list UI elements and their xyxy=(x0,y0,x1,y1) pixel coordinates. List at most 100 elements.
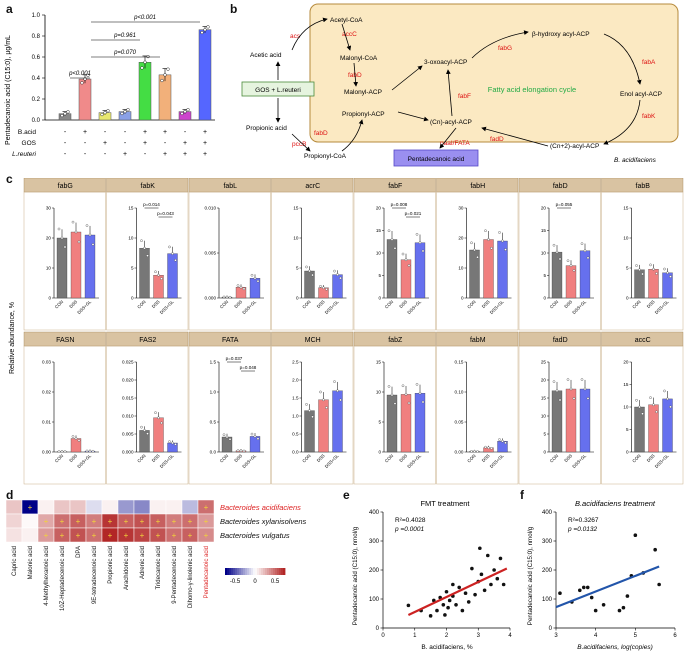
panel-c-ytick-label: 0.015 xyxy=(122,396,134,401)
panel-c-group-label: DSS+GL xyxy=(241,453,257,469)
gos-lreuteri-box xyxy=(241,81,315,97)
scale-gradient-step xyxy=(277,568,280,575)
panel-c-point xyxy=(669,275,672,278)
panel-c-point xyxy=(143,246,146,250)
panel-c-point xyxy=(390,238,394,241)
panel-c-ytick-label: 10 xyxy=(376,251,382,256)
panel-c-group-label: DSS+GL xyxy=(654,299,670,315)
scale-tick-label: 0.5 xyxy=(271,579,280,585)
panel-c-ytick-label: 10 xyxy=(458,266,464,271)
scatter-point xyxy=(653,547,657,552)
panel-c-frame xyxy=(518,191,601,331)
panel-c-point xyxy=(498,231,501,234)
panel-c-point xyxy=(157,416,160,420)
panel-c-point xyxy=(171,441,174,445)
heatmap-cell xyxy=(181,499,199,515)
bacterium-cell xyxy=(309,3,679,143)
panel-c-frame xyxy=(106,345,189,485)
panel-a-point xyxy=(103,111,107,115)
panel-c-ytick-label: 0.000 xyxy=(205,296,217,301)
panel-c-group-label: CON xyxy=(466,453,476,463)
panel-a-point xyxy=(203,28,207,32)
panel-a-point xyxy=(126,108,130,112)
panel-a-sign: - xyxy=(104,129,107,136)
panel-e-xlabel: B. acidifaciens, % xyxy=(421,644,473,651)
panel-c-point xyxy=(404,393,408,396)
panel-f-xlabel: B.acidifaciens, log(copies) xyxy=(577,644,653,651)
panel-c-point xyxy=(146,432,149,435)
heatmap-col-label: Malonic acid xyxy=(28,546,34,579)
panel-c-point xyxy=(85,449,89,453)
panel-c-point xyxy=(635,264,638,267)
scatter-point xyxy=(463,591,468,595)
heatmap-significance: + xyxy=(44,531,49,540)
scale-tick-label: -0.5 xyxy=(230,579,241,585)
panel-a-pval-1: p<0.001 xyxy=(68,71,91,77)
panel-c-group-label: DSS+GL xyxy=(489,299,505,315)
panel-c-point xyxy=(250,273,254,277)
panel-c-ytick-label: 15 xyxy=(376,228,382,233)
panel-e-r2: R²=0.4028 xyxy=(395,517,426,524)
panel-c-point xyxy=(74,230,78,234)
scatter-point xyxy=(485,553,490,558)
panel-a-sign: - xyxy=(124,129,127,136)
panel-c-point xyxy=(555,250,559,254)
scatter-xtick-label: 5 xyxy=(634,633,638,639)
panel-a-sign: - xyxy=(124,140,127,147)
heatmap-cell xyxy=(37,499,55,515)
panel-c-ytick-label: 0 xyxy=(378,450,381,455)
panel-c-group-label: DSS xyxy=(481,299,491,309)
heatmap-row-label: Bacteroides xylanisolvens xyxy=(220,517,307,526)
panel-c-group-label: CON xyxy=(136,299,146,309)
panel-a-pval-3: p=0.961 xyxy=(113,33,136,39)
panel-a-point xyxy=(200,30,204,35)
panel-c-ytick-label: 10 xyxy=(128,236,134,241)
heatmap-cell xyxy=(5,499,23,515)
scatter-point xyxy=(657,582,661,587)
scatter-xtick-label: 2 xyxy=(445,633,449,639)
heatmap-col-label: 9-Pentadecenoic acid xyxy=(172,546,178,604)
scale-gradient-step xyxy=(259,568,262,575)
panel-c-point xyxy=(322,398,325,402)
pentadecanoic-box xyxy=(393,149,479,167)
cn2-acyl-acp: (Cn+2)-acyl-ACP xyxy=(550,143,599,150)
panel-c-ytick-label: 20 xyxy=(541,206,547,211)
panel-c-point xyxy=(401,252,405,256)
panel-c-group-label: CON xyxy=(54,453,64,463)
enzyme-paai-fata: paaI/FATA xyxy=(440,140,470,147)
panel-c-point xyxy=(387,229,391,233)
scatter-point xyxy=(589,595,594,600)
panel-c-point xyxy=(325,406,328,409)
panel-c-point xyxy=(663,389,666,393)
panel-c-point xyxy=(418,241,422,244)
scatter-ytick-label: 200 xyxy=(542,568,553,574)
scatter-ytick-label: 0 xyxy=(376,626,380,632)
panel-a-sign: + xyxy=(183,151,187,158)
panel-c-point xyxy=(168,245,171,249)
enzyme-fabd-2: fabD xyxy=(314,130,328,137)
heatmap-significance: + xyxy=(204,517,209,526)
panel-c-point xyxy=(583,387,587,391)
propionyl-acp: Propionyl-ACP xyxy=(342,111,385,118)
scatter-point xyxy=(406,603,411,608)
heatmap-significance: + xyxy=(108,517,113,526)
panel-c-point xyxy=(555,389,559,393)
panel-c-group-label: CON xyxy=(136,453,146,463)
heatmap-significance: + xyxy=(172,531,177,540)
heatmap-col-label: Pentadecanoic acid xyxy=(204,546,210,598)
panel-c-chart-FAS2: FAS2 0.000 0.005 0.010 0.015 0.020 0.025 CON DSS… xyxy=(106,331,189,485)
panel-c-point xyxy=(487,238,490,241)
panel-c-point xyxy=(638,405,641,409)
panel-c-ytick-label: 2.5 xyxy=(292,360,299,365)
panel-c-pvalue: p=0.037 xyxy=(226,356,243,361)
panel-c-gene-name: accC xyxy=(635,337,651,344)
panel-a-point xyxy=(80,81,84,85)
panel-a-sign: + xyxy=(203,129,207,136)
panel-c-point xyxy=(572,397,576,400)
panel-c-ytick-label: 10 xyxy=(293,236,299,241)
panel-c-ytick-label: 10 xyxy=(376,390,382,395)
scale-gradient-step xyxy=(283,568,286,575)
panel-c-point xyxy=(160,277,163,280)
panel-c-point xyxy=(666,271,669,275)
